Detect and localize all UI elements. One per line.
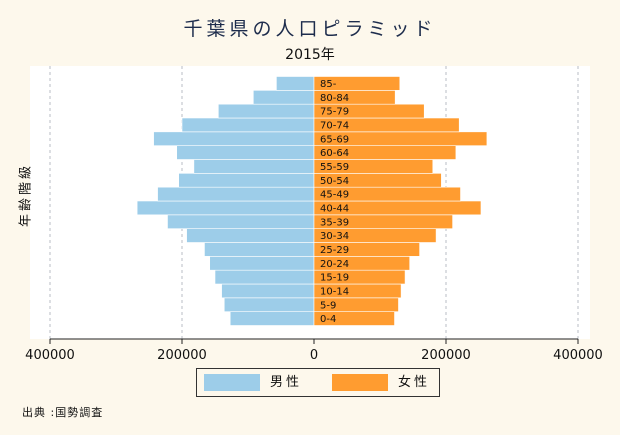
bar-male	[223, 297, 315, 312]
age-group-label: 25-29	[320, 245, 349, 256]
bar-male	[181, 117, 315, 133]
bar-male	[167, 214, 315, 229]
age-group-label: 10-14	[320, 286, 349, 297]
age-group-label: 85-	[320, 79, 337, 90]
bar-male	[229, 311, 315, 326]
bar-female	[313, 76, 401, 91]
x-tick-label: 200000	[157, 348, 207, 363]
age-group-label: 15-19	[320, 273, 349, 284]
chart-subtitle: 2015年	[285, 47, 335, 63]
age-group-label: 40-44	[320, 203, 349, 214]
source-note: 出典 :国勢調査	[22, 406, 104, 419]
age-group-label: 60-64	[320, 148, 349, 159]
bar-male	[136, 200, 315, 216]
x-tick-label: 0	[310, 348, 318, 363]
bar-male	[252, 90, 315, 105]
bar-male	[204, 242, 315, 257]
chart-title: 千葉県の人口ピラミッド	[183, 18, 437, 40]
age-group-label: 20-24	[320, 259, 349, 270]
bar-male	[214, 269, 315, 285]
x-tick-label: 200000	[421, 348, 471, 363]
bar-male	[193, 159, 315, 174]
age-group-label: 70-74	[320, 120, 349, 131]
x-tick-label: 400000	[553, 348, 603, 363]
legend-swatch-female	[332, 374, 388, 391]
bar-male	[178, 173, 315, 188]
age-group-label: 35-39	[320, 217, 349, 228]
bar-male	[221, 283, 315, 299]
bar-male	[157, 186, 315, 202]
age-group-label: 50-54	[320, 176, 349, 187]
bar-male	[186, 228, 315, 243]
legend-swatch-male	[204, 374, 260, 391]
bar-male	[209, 256, 315, 271]
y-axis-label: 年齢階級	[18, 162, 34, 228]
age-group-label: 45-49	[320, 190, 349, 201]
bar-male	[276, 76, 315, 91]
bar-male	[218, 103, 315, 119]
legend-label-male: 男性	[270, 375, 303, 390]
bar-male	[176, 145, 315, 160]
age-group-label: 55-59	[320, 162, 349, 173]
legend: 男性 女性	[196, 368, 440, 397]
x-tick-label: 400000	[25, 348, 75, 363]
age-group-label: 30-34	[320, 231, 349, 242]
age-group-label: 0-4	[320, 314, 336, 325]
bar-male	[153, 131, 315, 146]
age-group-label: 65-69	[320, 134, 349, 145]
legend-label-female: 女性	[398, 375, 431, 390]
age-group-label: 75-79	[320, 107, 349, 118]
age-group-label: 5-9	[320, 300, 336, 311]
age-group-label: 80-84	[320, 93, 349, 104]
